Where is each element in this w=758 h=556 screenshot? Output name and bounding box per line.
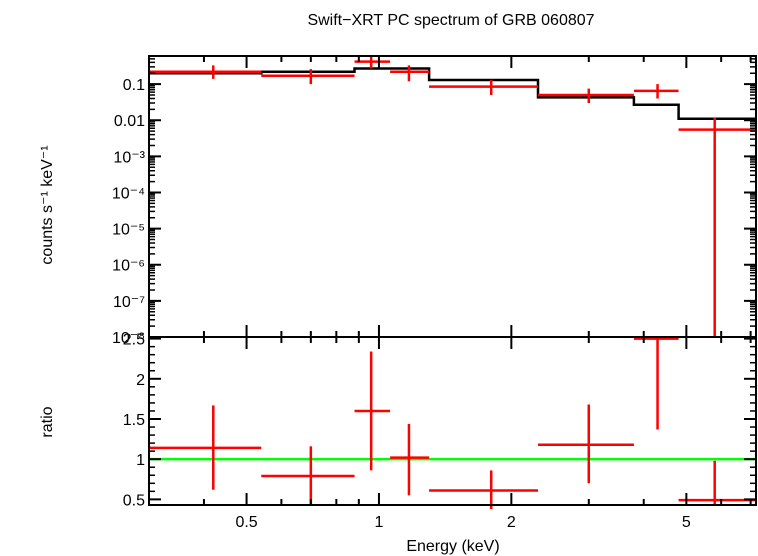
spectrum-point-3 — [390, 65, 430, 82]
ratio-point-4 — [429, 470, 539, 510]
spectrum-y-tick-label-7: 10⁻⁸ — [112, 330, 145, 347]
spectrum-y-tick-label-2: 10⁻³ — [113, 149, 145, 166]
spectrum-y-tick-label-6: 10⁻⁷ — [113, 294, 145, 311]
ratio-panel: 0.5 1 1.5 2 2.5 ratio — [39, 332, 757, 510]
ratio-point-6 — [633, 337, 679, 430]
x-tick-label-2: 2 — [507, 514, 516, 531]
spectrum-point-4 — [429, 79, 539, 95]
model-step-line — [149, 67, 756, 120]
chart-title: Swift−XRT PC spectrum of GRB 060807 — [307, 12, 594, 29]
ratio-y-axis-label: ratio — [39, 406, 56, 437]
ratio-point-1 — [261, 446, 355, 505]
spectrum-data-points — [149, 56, 756, 337]
spectrum-y-tick-label-4: 10⁻⁵ — [112, 222, 145, 239]
spectrum-axes: 0.1 0.01 10⁻³ 10⁻⁴ 10⁻⁵ 10⁻⁶ 10⁻⁷ 10⁻⁸ — [112, 55, 757, 347]
ratio-y-tick-label-1: 1 — [136, 452, 145, 469]
spectrum-point-6 — [633, 84, 679, 99]
ratio-point-2 — [354, 351, 391, 471]
ratio-y-tick-label-2: 1.5 — [123, 412, 145, 429]
ratio-point-0 — [149, 405, 262, 490]
ratio-point-5 — [538, 404, 634, 484]
x-tick-label-0: 0.5 — [235, 514, 257, 531]
x-axis-label: Energy (keV) — [406, 538, 499, 555]
x-tick-label-1: 1 — [375, 514, 384, 531]
x-tick-label-3: 5 — [682, 514, 691, 531]
ratio-y-tick-label-0: 0.5 — [123, 492, 145, 509]
spectrum-panel: 0.1 0.01 10⁻³ 10⁻⁴ 10⁻⁵ 10⁻⁶ 10⁻⁷ 10⁻⁸ counts s… — [39, 55, 757, 347]
spectrum-y-tick-label-5: 10⁻⁶ — [112, 258, 145, 275]
ratio-point-3 — [390, 423, 430, 496]
spectrum-frame — [148, 55, 757, 338]
spectrum-y-tick-label-0: 0.1 — [123, 77, 145, 94]
spectrum-point-7 — [678, 117, 756, 337]
spectrum-point-0 — [149, 65, 262, 79]
ratio-data-points — [149, 337, 756, 510]
ratio-point-7 — [678, 460, 756, 505]
spectrum-point-1 — [261, 69, 355, 85]
spectrum-y-tick-label-1: 0.01 — [114, 113, 145, 130]
model-histogram — [149, 67, 756, 120]
spectrum-y-axis-label: counts s⁻¹ keV⁻¹ — [39, 145, 56, 264]
x-tick-labels: 0.5 1 2 5 — [235, 514, 690, 531]
spectrum-point-2 — [354, 56, 391, 69]
ratio-y-tick-label-3: 2 — [136, 372, 145, 389]
ratio-y-tick-label-4: 2.5 — [123, 332, 145, 349]
spectrum-y-tick-label-3: 10⁻⁴ — [112, 185, 145, 202]
spectrum-point-5 — [538, 88, 634, 104]
ratio-axes: 0.5 1 1.5 2 2.5 — [123, 332, 757, 509]
ratio-frame — [148, 336, 757, 506]
